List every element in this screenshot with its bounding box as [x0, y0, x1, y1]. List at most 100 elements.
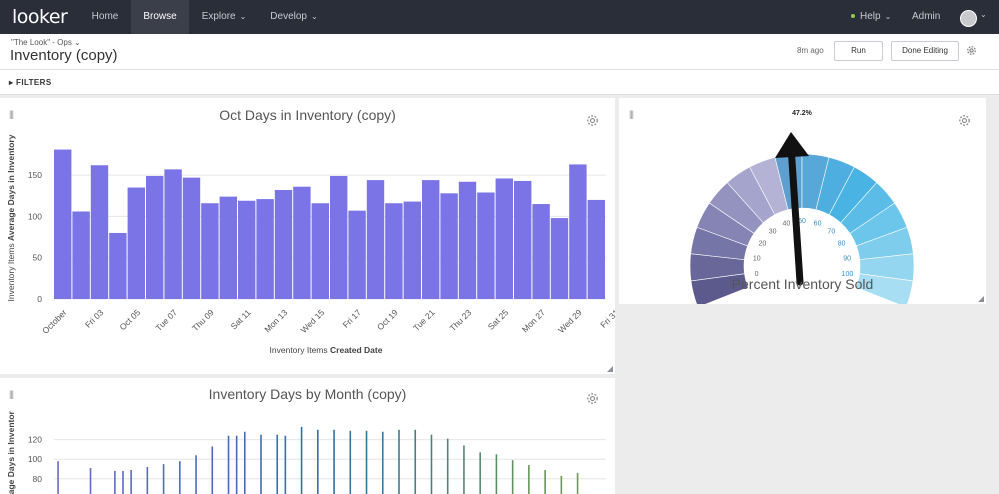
bar[interactable] — [495, 178, 513, 299]
y-axis-label-bold: Average Days in Inventory — [6, 134, 16, 241]
bar[interactable] — [293, 186, 311, 299]
bar[interactable] — [366, 180, 385, 299]
bar[interactable] — [514, 180, 532, 299]
drag-handle-icon[interactable]: ||| — [9, 109, 14, 119]
bar[interactable] — [348, 210, 366, 299]
nav-help-label: Help — [860, 11, 881, 22]
x-tick-label: Sat 25 — [486, 307, 511, 332]
x-tick-label: Fri 17 — [341, 307, 364, 330]
gauge-tick-label: 30 — [769, 229, 777, 236]
gauge-segment — [855, 273, 914, 304]
top-nav: looker Home Browse Explore ⌄ Develop ⌄ Hel… — [0, 0, 999, 34]
chevron-down-icon[interactable]: ⌄ — [980, 10, 987, 19]
filters-label: FILTERS — [16, 78, 52, 87]
breadcrumb[interactable]: "The Look" - Ops ⌄ — [11, 38, 81, 47]
gauge-tick-label: 40 — [783, 221, 791, 228]
tile-gear-icon[interactable] — [585, 113, 600, 128]
chevron-down-icon: ⌄ — [239, 12, 247, 21]
bar[interactable] — [274, 190, 293, 299]
bar[interactable] — [569, 164, 587, 299]
bar[interactable] — [127, 187, 145, 299]
resize-handle-icon[interactable] — [607, 366, 613, 372]
y-axis-ticks: 0 50 100 150 — [28, 170, 42, 304]
bar[interactable] — [477, 192, 495, 299]
bar[interactable] — [256, 199, 274, 299]
bar[interactable] — [164, 169, 182, 299]
x-tick-label: Wed 15 — [299, 307, 327, 335]
bar[interactable] — [532, 204, 550, 299]
gauge-tick-label: 90 — [843, 255, 851, 262]
x-axis-ticks: October Fri 03 Oct 05 Tue 07 Thu 09 Sat 11 Mon… — [40, 307, 615, 336]
bar[interactable] — [550, 218, 569, 299]
y-tick-label: 50 — [33, 253, 43, 263]
run-button[interactable]: Run — [834, 41, 883, 61]
x-tick-label: Mon 13 — [262, 307, 289, 334]
dashboard-gear-icon[interactable] — [965, 44, 978, 57]
x-tick-label: Tue 07 — [153, 307, 179, 333]
bar[interactable] — [403, 201, 421, 299]
bar[interactable] — [385, 203, 403, 299]
page-title: Inventory (copy) — [10, 47, 118, 64]
bar[interactable] — [440, 193, 458, 299]
drag-handle-icon[interactable]: ||| — [9, 389, 14, 399]
gauge-tick-label: 20 — [759, 241, 767, 248]
done-editing-button[interactable]: Done Editing — [891, 41, 959, 61]
y-axis-label: Inventory Items Average Days in Inventor… — [6, 134, 16, 301]
y-axis-label: Average Days in Inventor — [6, 410, 16, 494]
bar[interactable] — [146, 175, 164, 299]
nav-home[interactable]: Home — [80, 0, 130, 34]
nav-help[interactable]: Help ⌄ — [851, 0, 891, 34]
nav-explore[interactable]: Explore ⌄ — [190, 0, 258, 34]
bar[interactable] — [311, 203, 329, 299]
tile-title: Oct Days in Inventory (copy) — [219, 107, 396, 123]
y-tick-label: 120 — [28, 435, 42, 445]
tile-title: Percent Inventory Sold — [731, 276, 874, 292]
nav-browse-label: Browse — [143, 11, 177, 22]
x-tick-label: Fri 03 — [83, 307, 106, 330]
y-axis-ticks: 80 100 120 — [28, 435, 42, 484]
oct-bar-chart: 0 50 100 150 October Fri 03 Oct 05 Tue 07 Thu 0… — [6, 134, 615, 355]
bar[interactable] — [587, 199, 605, 299]
gauge-value-label: 47.2% — [792, 110, 813, 117]
bar[interactable] — [422, 180, 440, 299]
bar[interactable] — [458, 181, 477, 299]
tile-oct-days-in-inventory: ||| Oct Days in Inventory (copy) 0 50 100 1… — [0, 98, 615, 374]
gauge-tick-label: 100 — [842, 271, 854, 278]
user-avatar[interactable] — [960, 10, 977, 27]
bar[interactable] — [72, 211, 90, 299]
x-tick-label: Mon 27 — [520, 307, 547, 334]
chevron-down-icon: ⌄ — [311, 12, 318, 21]
looker-logo[interactable]: looker — [12, 6, 68, 28]
resize-handle-icon[interactable] — [978, 296, 984, 302]
bar[interactable] — [90, 165, 109, 299]
bar[interactable] — [109, 232, 127, 299]
filters-bar[interactable]: ▸ FILTERS — [0, 70, 999, 95]
nav-develop[interactable]: Develop ⌄ — [258, 0, 330, 34]
x-tick-label: Wed 29 — [556, 307, 584, 335]
gauge-tick-label: 70 — [827, 229, 835, 236]
gauge-tick-label: 10 — [753, 255, 761, 262]
bar[interactable] — [219, 196, 237, 299]
annotation-arrow-head — [775, 132, 809, 158]
bar[interactable] — [330, 175, 348, 299]
chevron-down-icon: ⌄ — [884, 12, 892, 21]
tile-gear-icon[interactable] — [585, 391, 600, 406]
gauge-tick-label: 0 — [755, 271, 759, 278]
filters-toggle[interactable]: ▸ FILTERS — [9, 78, 52, 87]
tile-gear-icon[interactable] — [957, 113, 972, 128]
grid-lines — [54, 439, 606, 480]
bar[interactable] — [182, 177, 201, 299]
y-tick-label: 80 — [33, 474, 43, 484]
tile-inventory-days-by-month: ||| Inventory Days by Month (copy) 80 100… — [0, 378, 615, 494]
month-bar-chart: 80 100 120 Average Days in Inventor — [6, 410, 606, 494]
x-tick-label: Thu 23 — [448, 307, 474, 333]
bar[interactable] — [238, 200, 256, 299]
drag-handle-icon[interactable]: ||| — [629, 109, 634, 119]
bar[interactable] — [54, 149, 72, 299]
nav-browse[interactable]: Browse — [131, 0, 189, 34]
x-axis-label: Inventory Items Created Date — [270, 345, 383, 355]
bar[interactable] — [201, 203, 219, 299]
nav-admin[interactable]: Admin — [912, 11, 941, 22]
